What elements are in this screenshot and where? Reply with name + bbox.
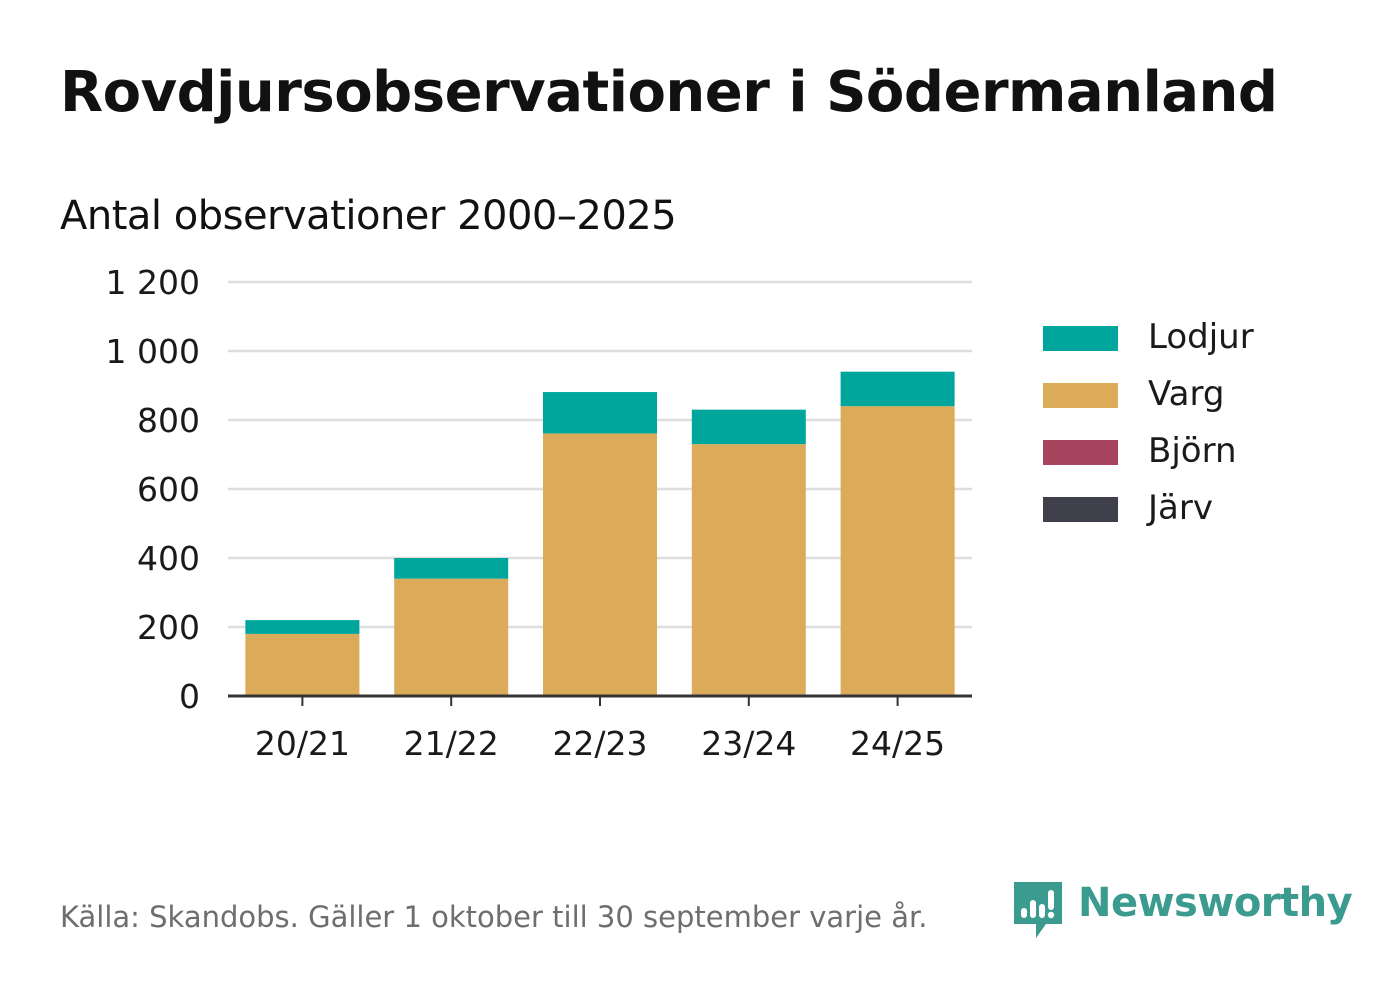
bar-lodjur-22-23 <box>543 392 657 434</box>
legend-swatch-lodjur <box>1043 326 1118 351</box>
legend-swatch-bjorn <box>1043 440 1118 465</box>
legend-label-lodjur: Lodjur <box>1148 317 1254 357</box>
bar-varg-20-21 <box>245 633 360 696</box>
legend-label-varg: Varg <box>1148 374 1225 414</box>
y-tick-label: 1 200 <box>106 263 200 302</box>
bar-varg-24-25 <box>840 406 955 695</box>
x-tick-label: 22/23 <box>552 724 647 763</box>
bar-lodjur-20-21 <box>245 620 360 634</box>
y-tick-label: 800 <box>137 401 200 440</box>
y-axis-ticks: 0 200 400 600 800 1 000 1 200 <box>106 263 200 716</box>
bars <box>245 371 955 696</box>
bar-lodjur-24-25 <box>840 371 955 407</box>
bar-varg-23-24 <box>691 444 806 695</box>
y-tick-label: 1 000 <box>106 332 200 371</box>
chart-title: Rovdjursobservationer i Södermanland <box>60 60 1278 125</box>
legend-label-bjorn: Björn <box>1148 431 1237 471</box>
legend-label-jarv: Järv <box>1148 488 1213 528</box>
x-tick-label: 23/24 <box>701 724 796 763</box>
y-tick-label: 200 <box>137 608 200 647</box>
chart-subtitle: Antal observationer 2000–2025 <box>60 193 677 239</box>
source-note: Källa: Skandobs. Gäller 1 oktober till 3… <box>60 900 928 934</box>
bar-varg-22-23 <box>543 433 657 696</box>
bar-lodjur-21-22 <box>394 558 509 579</box>
x-tick-label: 20/21 <box>255 724 350 763</box>
legend-swatch-jarv <box>1043 497 1118 522</box>
bar-lodjur-23-24 <box>691 409 806 445</box>
y-tick-label: 400 <box>137 539 200 578</box>
x-axis-ticks: 20/21 21/22 22/23 23/24 24/25 <box>255 696 945 763</box>
newsworthy-wordmark: Newsworthy <box>1078 880 1353 926</box>
legend-swatch-varg <box>1043 383 1118 408</box>
y-tick-label: 0 <box>179 677 200 716</box>
newsworthy-chart-bubble-icon <box>1014 882 1062 938</box>
x-tick-label: 21/22 <box>404 724 499 763</box>
x-tick-label: 24/25 <box>850 724 945 763</box>
bar-varg-21-22 <box>394 578 509 696</box>
y-tick-label: 600 <box>137 470 200 509</box>
